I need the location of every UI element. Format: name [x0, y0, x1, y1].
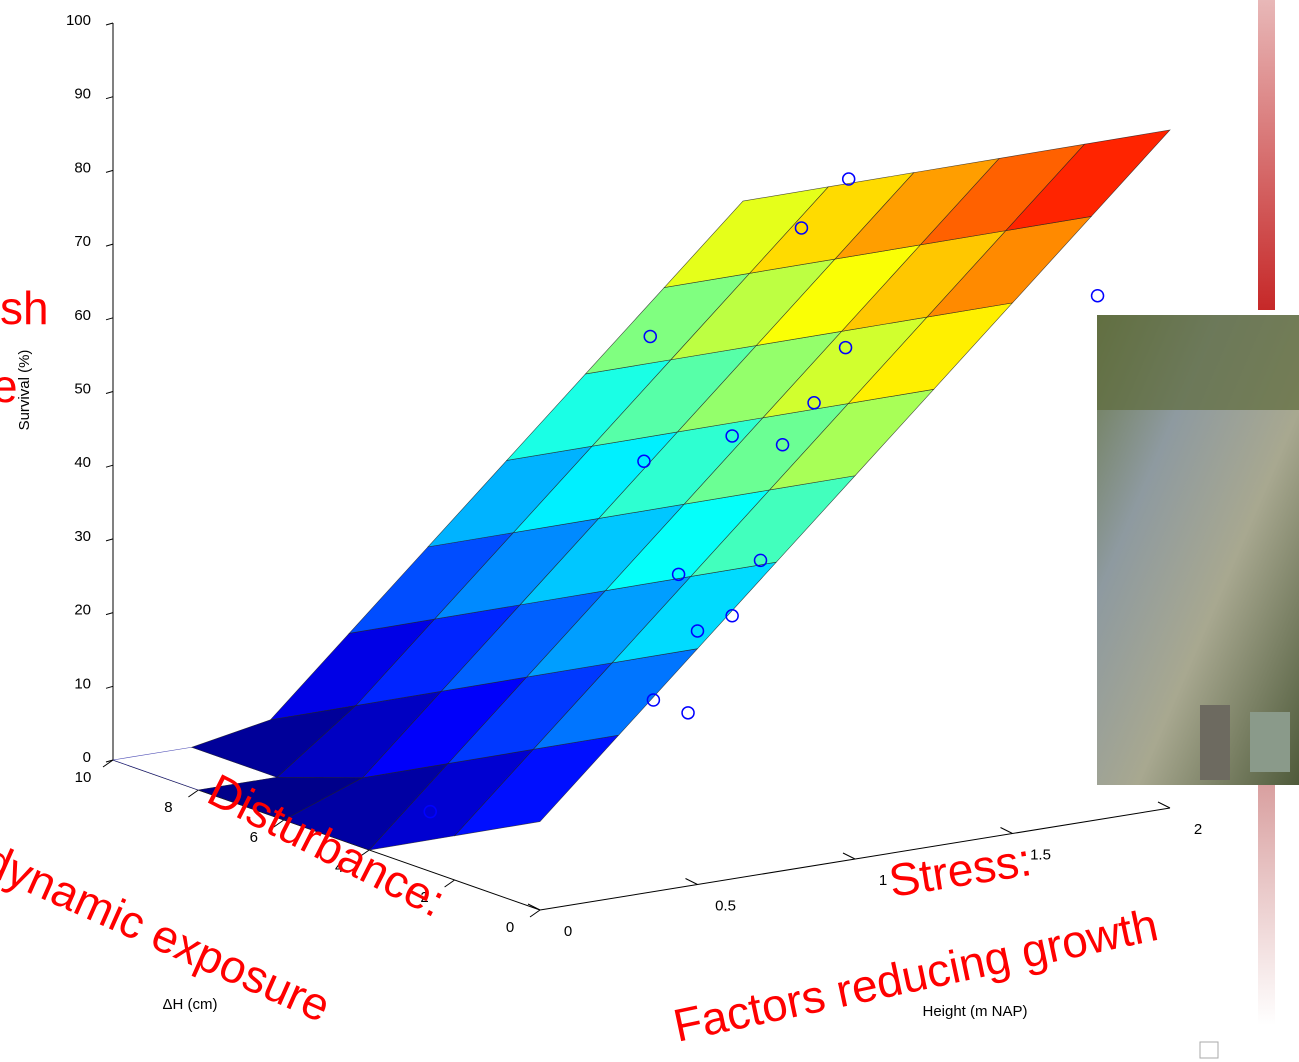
- z-tick: [106, 465, 113, 467]
- photo-grass: [1097, 315, 1299, 410]
- annotation: sh: [0, 282, 49, 334]
- z-axis-title: Survival (%): [16, 350, 33, 431]
- z-tick: [106, 686, 113, 688]
- x-axis-title: Height (m NAP): [922, 1003, 1027, 1020]
- decor-bar: [1258, 0, 1275, 310]
- x-tick-label: 1.5: [1030, 846, 1051, 863]
- x-tick: [686, 879, 698, 885]
- x-tick: [1001, 828, 1013, 834]
- y-tick-label: 8: [164, 799, 172, 816]
- x-tick-label: 1: [879, 872, 887, 889]
- photo-object: [1200, 705, 1230, 780]
- z-tick: [106, 318, 113, 320]
- photo-object: [1250, 712, 1290, 772]
- annotation: e: [0, 360, 18, 412]
- z-tick: [106, 613, 113, 615]
- z-tick-label: 70: [74, 233, 91, 250]
- x-tick: [1158, 802, 1170, 808]
- z-tick-label: 60: [74, 307, 91, 324]
- z-tick-label: 90: [74, 86, 91, 103]
- z-tick: [106, 97, 113, 99]
- annotation: Factors reducing growth: [669, 898, 1162, 1051]
- z-tick-label: 30: [74, 528, 91, 545]
- z-tick-label: 50: [74, 380, 91, 397]
- scatter-point: [726, 610, 738, 622]
- z-tick-label: 10: [74, 675, 91, 692]
- x-tick-label: 0: [564, 923, 572, 940]
- z-tick: [106, 244, 113, 246]
- slide: 0102030405060708090100024681000.511.52He…: [0, 0, 1299, 1062]
- z-tick: [106, 539, 113, 541]
- z-tick-label: 0: [83, 749, 91, 766]
- scatter-point: [1092, 290, 1104, 302]
- icon: [1200, 1042, 1218, 1058]
- y-tick-label: 10: [75, 769, 92, 786]
- z-tick-label: 80: [74, 159, 91, 176]
- z-tick-label: 20: [74, 602, 91, 619]
- decor-bar: [1258, 785, 1275, 1025]
- scatter-point: [682, 707, 694, 719]
- x-tick: [528, 904, 540, 910]
- page: {"chart_data": {"type": "surface3d", "xl…: [0, 0, 1299, 1062]
- z-tick: [106, 392, 113, 394]
- annotation: Stress:: [885, 833, 1035, 907]
- y-tick: [530, 910, 540, 917]
- y-tick: [188, 790, 198, 797]
- y-axis-title: ΔH (cm): [162, 996, 217, 1013]
- y-tick-label: 0: [506, 919, 514, 936]
- x-tick: [843, 853, 855, 859]
- z-tick-label: 40: [74, 454, 91, 471]
- z-tick-label: 100: [66, 12, 91, 29]
- x-tick-label: 0.5: [715, 897, 736, 914]
- x-tick-label: 2: [1194, 821, 1202, 838]
- z-tick: [106, 23, 113, 25]
- z-tick: [106, 170, 113, 172]
